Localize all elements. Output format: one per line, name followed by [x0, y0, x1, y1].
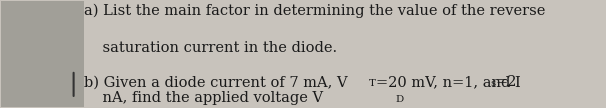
Text: $\mathregular{_D}$: $\mathregular{_D}$: [395, 91, 405, 105]
Text: =2: =2: [496, 75, 518, 89]
Text: $\mathregular{_T}$: $\mathregular{_T}$: [368, 75, 378, 89]
Bar: [1, 1, 84, 107]
Text: saturation current in the diode.: saturation current in the diode.: [84, 41, 338, 55]
Text: b) Given a diode current of 7 mA, V: b) Given a diode current of 7 mA, V: [84, 75, 348, 89]
Text: a) List the main factor in determining the value of the reverse: a) List the main factor in determining t…: [84, 4, 546, 18]
Text: $\mathregular{_s}$: $\mathregular{_s}$: [490, 75, 497, 89]
Text: nA, find the applied voltage V: nA, find the applied voltage V: [84, 91, 324, 105]
Text: =20 mV, n=1, and I: =20 mV, n=1, and I: [376, 75, 521, 89]
